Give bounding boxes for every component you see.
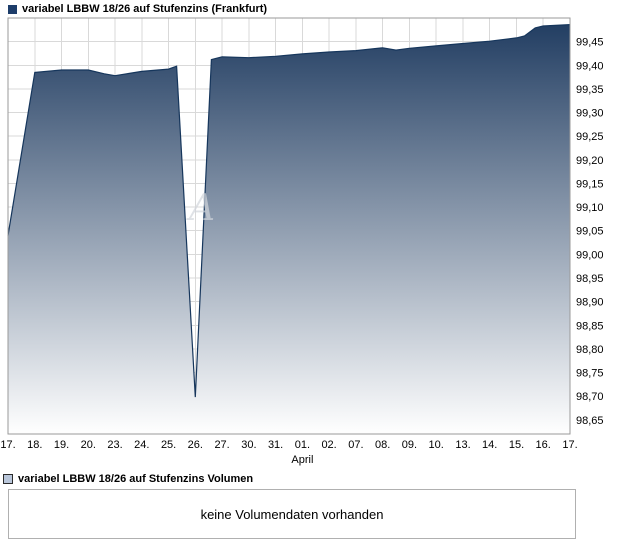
svg-text:99,40: 99,40	[576, 60, 604, 72]
volume-series-legend-label: variabel LBBW 18/26 auf Stufenzins Volum…	[18, 473, 254, 485]
svg-text:17.: 17.	[562, 439, 577, 451]
svg-text:99,30: 99,30	[576, 108, 604, 120]
svg-text:98,95: 98,95	[576, 273, 604, 285]
svg-text:15.: 15.	[509, 439, 524, 451]
svg-text:99,25: 99,25	[576, 131, 604, 143]
svg-text:98,80: 98,80	[576, 344, 604, 356]
svg-text:27.: 27.	[214, 439, 229, 451]
svg-text:24.: 24.	[134, 439, 149, 451]
svg-text:April: April	[291, 454, 313, 466]
svg-text:10.: 10.	[429, 439, 444, 451]
svg-text:99,20: 99,20	[576, 155, 604, 167]
svg-text:99,05: 99,05	[576, 226, 604, 238]
svg-text:02.: 02.	[321, 439, 336, 451]
svg-text:99,35: 99,35	[576, 84, 604, 96]
svg-text:07.: 07.	[348, 439, 363, 451]
svg-text:25.: 25.	[161, 439, 176, 451]
volume-panel-message: keine Volumendaten vorhanden	[200, 506, 384, 522]
volume-panel: keine Volumendaten vorhanden	[8, 489, 576, 539]
svg-text:98,65: 98,65	[576, 415, 604, 427]
price-series-legend-swatch	[8, 4, 17, 14]
svg-text:14.: 14.	[482, 439, 497, 451]
svg-text:98,85: 98,85	[576, 320, 604, 332]
svg-text:08.: 08.	[375, 439, 390, 451]
price-series-legend-label: variabel LBBW 18/26 auf Stufenzins (Fran…	[22, 3, 268, 15]
price-series-legend: variabel LBBW 18/26 auf Stufenzins (Fran…	[8, 3, 267, 15]
price-chart: A 99,45 99,40 99,35 99,30 99,25 99,20 99,15 99,1…	[0, 17, 604, 466]
svg-text:98,90: 98,90	[576, 297, 604, 309]
watermark: A	[186, 188, 215, 229]
svg-text:99,15: 99,15	[576, 179, 604, 191]
svg-text:99,10: 99,10	[576, 202, 604, 214]
svg-text:98,70: 98,70	[576, 391, 604, 403]
svg-text:31.: 31.	[268, 439, 283, 451]
volume-series-legend-swatch	[3, 474, 13, 484]
svg-text:19.: 19.	[54, 439, 69, 451]
svg-text:01.: 01.	[295, 439, 310, 451]
svg-text:98,75: 98,75	[576, 368, 604, 380]
svg-text:20.: 20.	[81, 439, 96, 451]
svg-text:18.: 18.	[27, 439, 42, 451]
volume-series-legend: variabel LBBW 18/26 auf Stufenzins Volum…	[3, 473, 253, 485]
svg-text:17.: 17.	[0, 439, 15, 451]
svg-text:16.: 16.	[536, 439, 551, 451]
svg-text:09.: 09.	[402, 439, 417, 451]
svg-text:26.: 26.	[188, 439, 203, 451]
svg-text:99,00: 99,00	[576, 249, 604, 261]
svg-text:30.: 30.	[241, 439, 256, 451]
svg-text:23.: 23.	[107, 439, 122, 451]
svg-text:99,45: 99,45	[576, 37, 604, 49]
svg-text:13.: 13.	[455, 439, 470, 451]
